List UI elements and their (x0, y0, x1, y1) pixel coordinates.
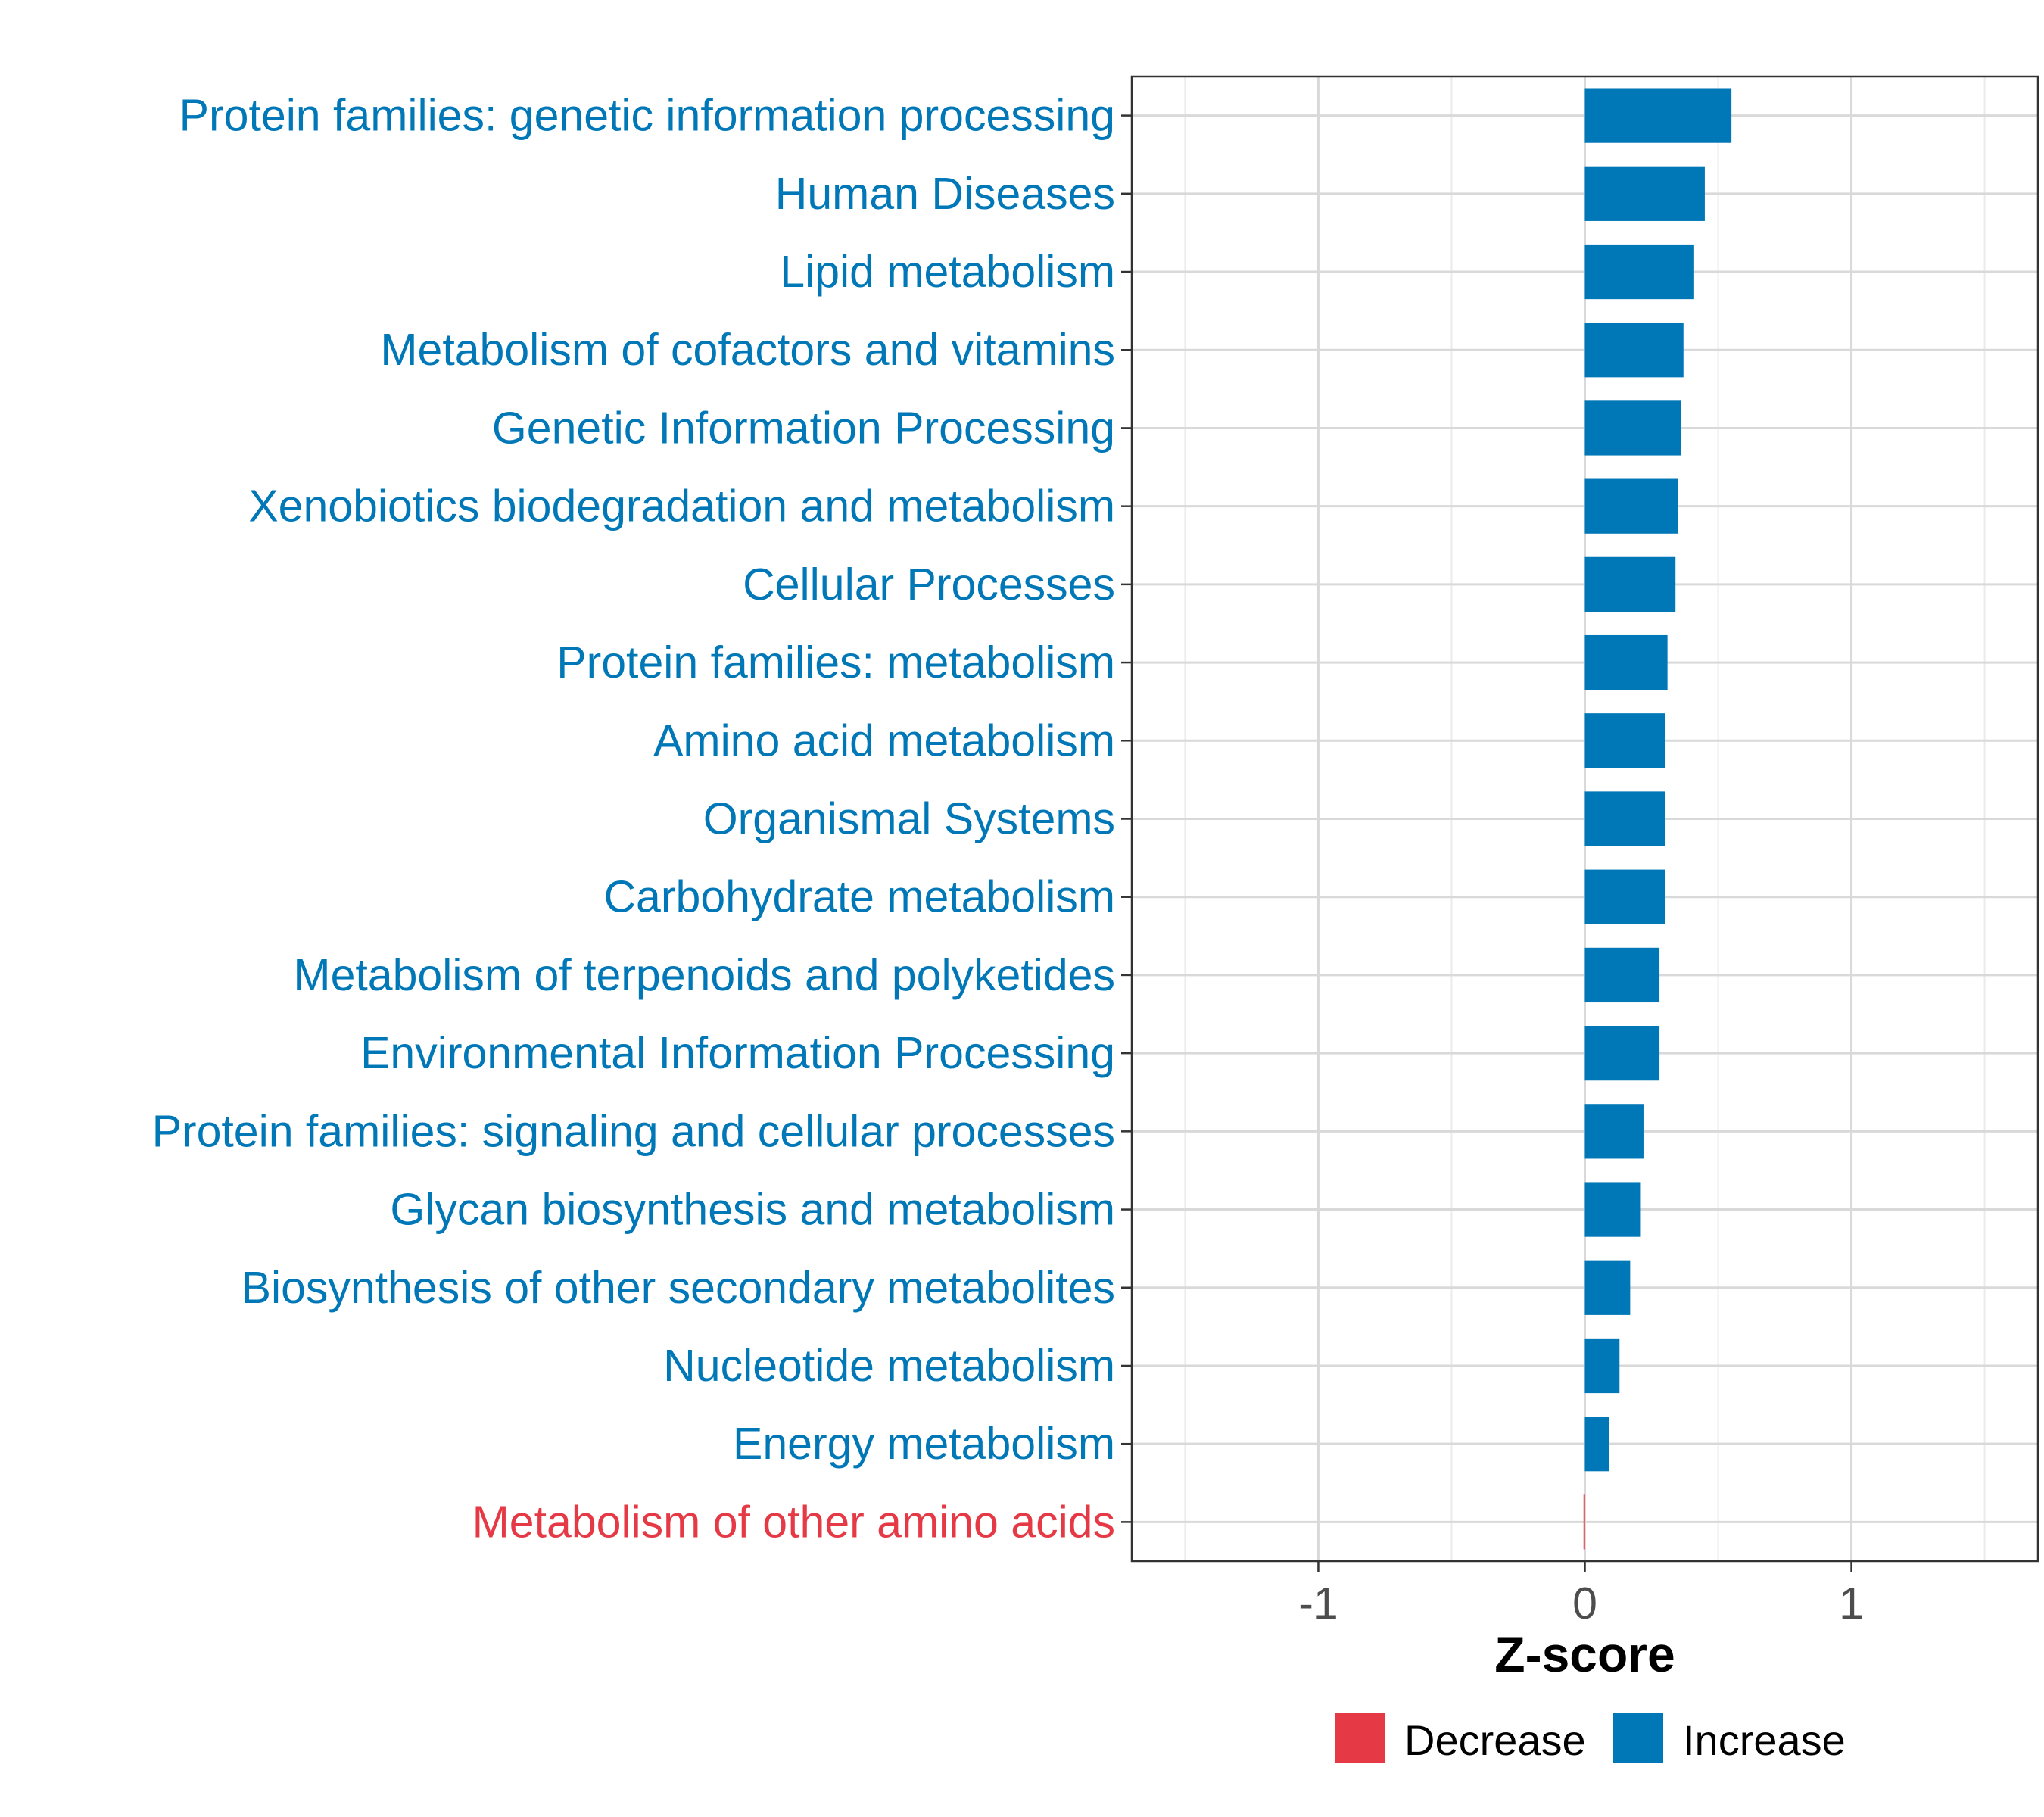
bar-increase (1584, 713, 1665, 768)
bar-increase (1584, 791, 1665, 846)
bar-increase (1584, 166, 1705, 221)
y-tick-label: Protein families: signaling and cellular… (152, 1106, 1115, 1156)
y-tick-label: Environmental Information Processing (360, 1028, 1115, 1078)
y-tick-label: Metabolism of other amino acids (472, 1497, 1115, 1547)
y-tick-label: Metabolism of cofactors and vitamins (380, 325, 1115, 375)
x-tick-label: 0 (1572, 1579, 1597, 1628)
bar-increase (1584, 634, 1668, 690)
bar-increase (1584, 556, 1676, 612)
y-tick-label: Amino acid metabolism (653, 715, 1115, 765)
y-tick-label: Human Diseases (775, 169, 1115, 219)
bar-increase (1584, 869, 1665, 924)
bar-increase (1584, 1338, 1620, 1394)
x-axis-title: Z-score (1494, 1626, 1675, 1682)
y-tick-label: Protein families: genetic information pr… (179, 91, 1115, 141)
legend-swatch-increase (1613, 1713, 1663, 1763)
y-tick-label: Organismal Systems (703, 794, 1115, 844)
bar-increase (1584, 244, 1694, 300)
legend-label-decrease: Decrease (1404, 1716, 1586, 1764)
legend: Decrease Increase (1335, 1713, 1846, 1764)
x-tick-label: -1 (1298, 1579, 1338, 1628)
bar-increase (1584, 478, 1678, 534)
bar-increase (1584, 400, 1681, 456)
legend-swatch-decrease (1335, 1713, 1385, 1763)
y-tick-label: Metabolism of terpenoids and polyketides (293, 950, 1115, 1000)
bar-increase (1584, 88, 1732, 143)
bar-increase (1584, 1260, 1631, 1315)
legend-label-increase: Increase (1683, 1716, 1846, 1764)
y-tick-label: Xenobiotics biodegradation and metabolis… (248, 482, 1115, 531)
y-axis: Protein families: genetic information pr… (152, 91, 1132, 1547)
bar-increase (1584, 1417, 1609, 1472)
bar-layer (1583, 88, 1732, 1550)
y-tick-label: Energy metabolism (733, 1419, 1115, 1469)
y-tick-label: Lipid metabolism (780, 247, 1115, 297)
bar-increase (1584, 1026, 1660, 1081)
bar-increase (1584, 323, 1684, 378)
y-tick-label: Biosynthesis of other secondary metaboli… (241, 1263, 1115, 1313)
bar-increase (1584, 1104, 1644, 1159)
bar-increase (1584, 1182, 1641, 1237)
y-tick-label: Protein families: metabolism (556, 637, 1115, 687)
y-tick-label: Cellular Processes (743, 559, 1115, 609)
y-tick-label: Glycan biosynthesis and metabolism (390, 1185, 1115, 1235)
x-axis: -1 0 1 (1298, 1561, 1864, 1628)
bar-increase (1584, 947, 1660, 1003)
y-tick-label: Nucleotide metabolism (663, 1341, 1115, 1391)
y-tick-label: Carbohydrate metabolism (603, 872, 1115, 922)
x-tick-label: 1 (1839, 1579, 1864, 1628)
y-tick-label: Genetic Information Processing (492, 403, 1115, 453)
bar-decrease (1583, 1494, 1585, 1550)
